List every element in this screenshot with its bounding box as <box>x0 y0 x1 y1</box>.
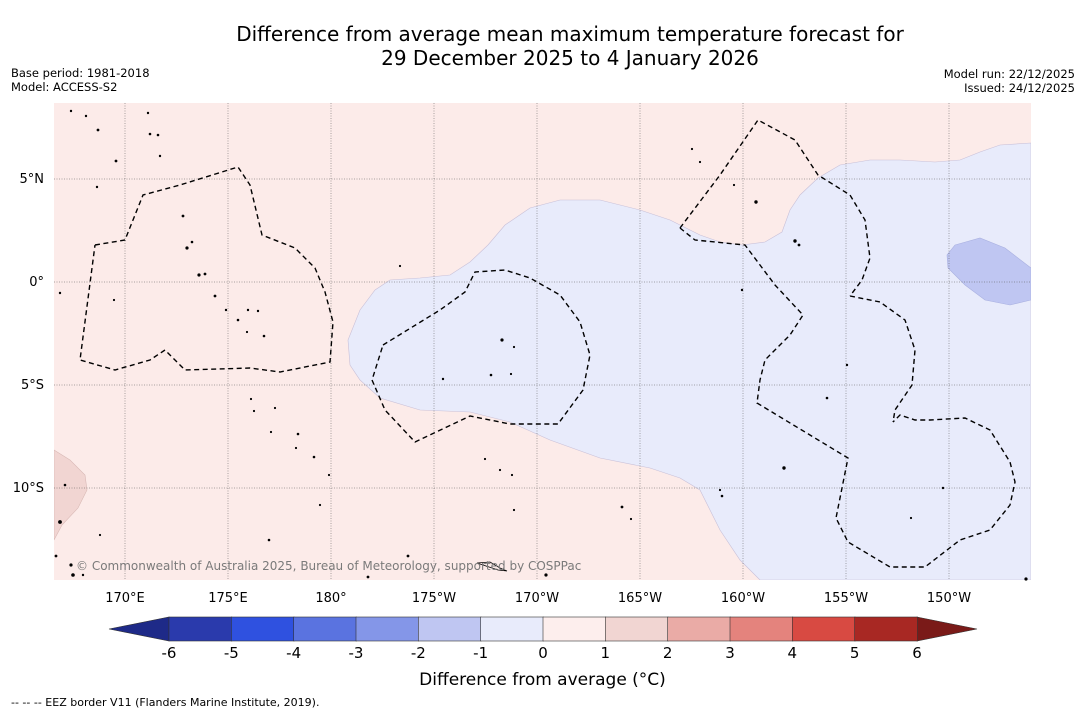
colorbar-tick-label: -2 <box>411 644 426 662</box>
lat-label: 10°S <box>13 481 44 496</box>
model-run: Model run: 22/12/2025 <box>943 67 1075 81</box>
eez-border-line-islands-south <box>679 227 1016 568</box>
colorbar-under-arrow <box>108 616 170 642</box>
colorbar-tick-label: -6 <box>162 644 177 662</box>
colorbar-tick-label: 2 <box>663 644 673 662</box>
colorbar-cell <box>480 616 544 642</box>
colorbar-cell <box>168 616 233 642</box>
colorbar-cell <box>605 616 669 642</box>
model-name: Model: ACCESS-S2 <box>11 80 118 94</box>
colorbar-cell <box>293 616 357 642</box>
colorbar-tick-label: 5 <box>850 644 860 662</box>
colorbar-label: Difference from average (°C) <box>419 670 666 690</box>
colorbar-tick-label: 1 <box>601 644 611 662</box>
colorbar-tick-label: 4 <box>788 644 798 662</box>
colorbar-tick-label: -3 <box>349 644 364 662</box>
colorbar-cell <box>231 616 295 642</box>
title-line-1: Difference from average mean maximum tem… <box>236 22 904 46</box>
lon-label: 160°W <box>721 591 765 606</box>
colorbar-over-arrow <box>916 616 978 642</box>
lat-label: 0° <box>29 275 44 290</box>
colorbar-cell <box>854 616 918 642</box>
colorbar-cell <box>542 616 607 642</box>
lon-label: 170°W <box>515 591 559 606</box>
lon-label: 175°E <box>208 591 248 606</box>
latitude-labels: 5°N 0° 5°S 10°S <box>13 172 44 496</box>
colorbar-cell <box>418 616 482 642</box>
gridlines <box>54 103 1031 580</box>
strong-cool-anomaly-region <box>946 237 1031 306</box>
eez-borders <box>79 119 1016 568</box>
cool-anomaly-region <box>347 142 1031 580</box>
lon-label: 180° <box>315 591 346 606</box>
colorbar: -6 -5 -4 -3 -2 -1 0 1 2 3 4 5 6 <box>108 616 978 662</box>
eez-border-phoenix <box>371 269 591 443</box>
colorbar-cell <box>667 616 731 642</box>
title-line-2: 29 December 2025 to 4 January 2026 <box>381 46 759 70</box>
colorbar-tick-label: 0 <box>538 644 548 662</box>
base-period: Base period: 1981-2018 <box>11 66 150 80</box>
colorbar-tick-label: -1 <box>473 644 488 662</box>
islands <box>54 109 1028 581</box>
colorbar-tick-label: 3 <box>725 644 735 662</box>
colorbar-tick-label: -4 <box>286 644 301 662</box>
colorbar-cell <box>729 616 794 642</box>
eez-border-line-islands-north <box>679 119 871 297</box>
warm-anomaly-region <box>54 449 88 541</box>
lat-label: 5°S <box>21 378 44 393</box>
issued-date: Issued: 24/12/2025 <box>964 81 1075 95</box>
colorbar-cell <box>792 616 856 642</box>
meta-right: Model run: 22/12/2025 Issued: 24/12/2025 <box>944 67 1075 95</box>
chart-title: Difference from average mean maximum tem… <box>0 22 1085 70</box>
colorbar-tick-label: 6 <box>912 644 922 662</box>
meta-left: Base period: 1981-2018 Model: ACCESS-S2 <box>11 66 150 94</box>
lon-label: 165°W <box>618 591 662 606</box>
lon-label: 155°W <box>824 591 868 606</box>
legend-footer: -- -- -- EEZ border V11 (Flanders Marine… <box>11 696 320 709</box>
longitude-labels: 170°E 175°E 180° 175°W 170°W 165°W 160°W… <box>105 591 971 606</box>
colorbar-cell <box>355 616 420 642</box>
lon-label: 150°W <box>927 591 971 606</box>
copyright-text: © Commonwealth of Australia 2025, Bureau… <box>76 559 581 573</box>
lat-label: 5°N <box>20 172 45 187</box>
colorbar-tick-label: -5 <box>224 644 239 662</box>
lon-label: 170°E <box>105 591 145 606</box>
lon-label: 175°W <box>412 591 456 606</box>
